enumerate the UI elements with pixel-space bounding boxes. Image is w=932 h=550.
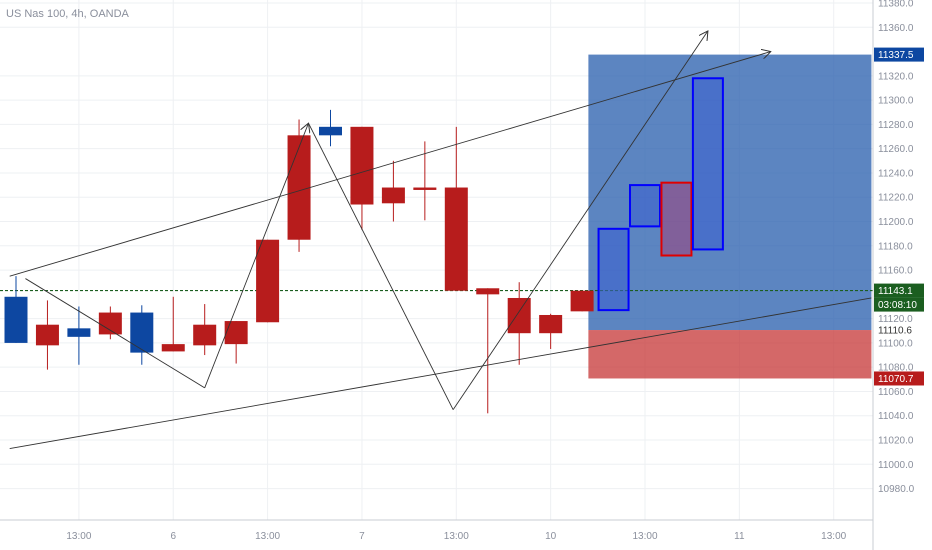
price-badge-label: 11337.5 <box>878 50 914 61</box>
candle <box>193 304 217 356</box>
y-tick-label: 11120.0 <box>878 314 913 325</box>
projection-box <box>660 181 693 257</box>
candle-body <box>507 297 531 334</box>
candle <box>444 126 468 291</box>
y-tick-label: 11300.0 <box>878 96 914 107</box>
candle-body <box>539 314 563 334</box>
candle-body <box>444 187 468 291</box>
candles <box>4 109 594 414</box>
projection-box <box>629 184 661 228</box>
y-tick-label: 11020.0 <box>878 436 914 447</box>
candle-body <box>476 288 500 295</box>
x-tick-label: 11 <box>734 531 745 542</box>
risk-zone <box>588 330 872 379</box>
y-tick-label: 10980.0 <box>878 484 915 495</box>
x-tick-label: 13:00 <box>444 531 469 542</box>
candle-body <box>193 324 217 346</box>
x-tick-label: 6 <box>170 531 176 542</box>
candle <box>539 313 563 349</box>
trend-line <box>9 52 771 277</box>
candle <box>256 239 280 323</box>
price-badge-bg <box>874 283 924 298</box>
candle <box>476 288 500 414</box>
zigzag-segment <box>452 31 708 410</box>
y-tick-label: 11180.0 <box>878 241 913 252</box>
price-badge-bg <box>874 371 924 386</box>
candle <box>287 119 311 252</box>
y-tick-label: 11040.0 <box>878 411 914 422</box>
candle-body <box>67 328 91 337</box>
countdown-badge-bg <box>874 297 924 312</box>
candle-body <box>98 312 122 335</box>
x-tick-label: 7 <box>359 531 365 542</box>
candle-body <box>413 187 437 190</box>
price-badge-bg <box>874 323 924 338</box>
plot-area <box>0 31 873 449</box>
zigzag-segment <box>204 123 309 388</box>
candle-body <box>35 324 59 346</box>
x-tick-labels: 13:00 6 13:00 7 13:00 10 13:00 11 13:00 <box>66 531 846 542</box>
candle <box>224 321 248 364</box>
y-tick-label: 11220.0 <box>878 193 914 204</box>
countdown-label: 03:08:10 <box>878 300 917 311</box>
candle-body <box>287 135 311 240</box>
candle-body <box>161 344 185 352</box>
candle <box>413 141 437 221</box>
candle-body <box>319 126 342 136</box>
candle-body <box>130 312 154 353</box>
candle-body <box>381 187 405 204</box>
candle <box>570 290 594 312</box>
y-tick-label: 11100.0 <box>878 338 913 349</box>
candle <box>507 282 531 365</box>
candle <box>161 296 185 352</box>
y-tick-label: 11080.0 <box>878 363 914 374</box>
price-badge-label: 11070.7 <box>878 374 914 385</box>
x-tick-label: 13:00 <box>632 531 657 542</box>
y-tick-label: 11360.0 <box>878 23 914 34</box>
candle-body <box>256 239 280 323</box>
candle-body <box>350 126 374 205</box>
candle <box>130 305 154 365</box>
zigzag-segment <box>308 122 454 410</box>
x-tick-label: 10 <box>545 531 557 542</box>
candle <box>35 300 59 370</box>
candle <box>381 160 405 222</box>
trend-line <box>9 297 872 449</box>
y-tick-label: 11000.0 <box>878 460 914 471</box>
candle <box>350 126 374 231</box>
chart-title: US Nas 100, 4h, OANDA <box>6 8 130 20</box>
x-tick-label: 13:00 <box>821 531 846 542</box>
price-badge-label: 11110.6 <box>878 326 912 337</box>
candle-body <box>570 290 594 312</box>
candle <box>67 306 91 365</box>
candle-body <box>224 321 248 345</box>
candle <box>319 109 342 147</box>
x-tick-label: 13:00 <box>255 531 280 542</box>
y-tick-label: 11380.0 <box>878 0 914 10</box>
x-tick-label: 13:00 <box>66 531 91 542</box>
y-tick-label: 11260.0 <box>878 144 914 155</box>
y-tick-label: 11060.0 <box>878 387 914 398</box>
price-badges: 11337.5 11143.1 11110.6 11070.7 03:08:10 <box>874 47 924 386</box>
projection-box <box>597 227 630 312</box>
y-tick-label: 11200.0 <box>878 217 914 228</box>
zigzag-segment <box>25 278 205 389</box>
price-badge-label: 11143.1 <box>878 286 913 297</box>
projection-box <box>691 77 724 251</box>
y-tick-labels: 10980.0 11000.0 11020.0 11040.0 11060.0 11080… <box>878 0 915 495</box>
y-tick-label: 11240.0 <box>878 168 914 179</box>
y-tick-label: 11280.0 <box>878 120 914 131</box>
candle-body <box>4 296 28 343</box>
candle <box>98 306 122 340</box>
candle <box>4 276 28 343</box>
projection-boxes <box>597 77 724 312</box>
y-tick-label: 11160.0 <box>878 266 913 277</box>
price-badge-bg <box>874 47 924 62</box>
y-tick-label: 11320.0 <box>878 71 914 82</box>
